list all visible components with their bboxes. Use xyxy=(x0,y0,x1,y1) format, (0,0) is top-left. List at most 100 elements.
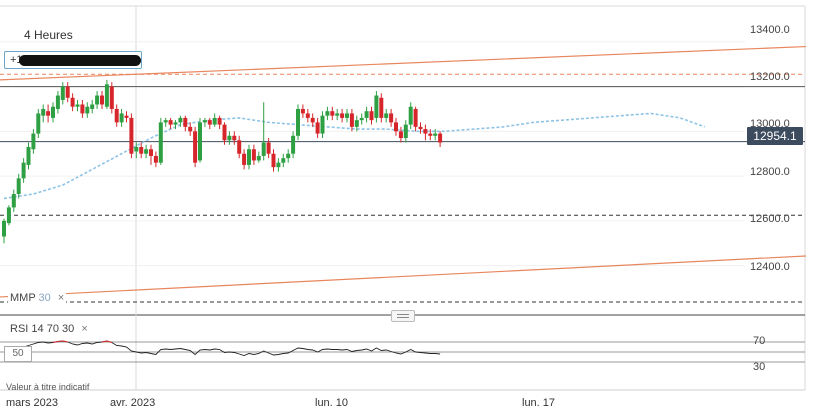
candle-down xyxy=(114,108,119,123)
candle-down xyxy=(266,142,271,154)
rsi-overbought-segment xyxy=(101,340,107,343)
candle-down xyxy=(340,113,345,118)
candle-down xyxy=(149,149,153,156)
candle-down xyxy=(389,113,394,123)
candle-down xyxy=(80,104,85,114)
rsi-upper-level-label: 70 xyxy=(753,335,766,347)
y-axis-label: 13200.0 xyxy=(750,71,790,83)
candle-up xyxy=(286,153,291,159)
timeframe-label: 4 Heures xyxy=(24,28,73,42)
indicative-value-note: Valeur à titre indicatif xyxy=(6,382,90,392)
rsi-indicator-label[interactable]: RSI 14 70 30 × xyxy=(8,323,90,335)
candle-up xyxy=(2,220,6,237)
candle-up xyxy=(325,111,330,116)
candle-down xyxy=(168,120,173,125)
candle-up xyxy=(354,120,359,127)
rsi-period: 14 xyxy=(31,323,44,335)
rsi-panel xyxy=(0,340,805,363)
candle-up xyxy=(16,178,21,194)
candle-up xyxy=(403,124,408,139)
candle-up xyxy=(163,120,168,123)
candle-up xyxy=(291,135,296,154)
candle-down xyxy=(70,97,75,107)
candle-up xyxy=(31,133,36,150)
candle-up xyxy=(158,122,163,163)
x-axis-label: lun. 10 xyxy=(315,397,349,409)
candle-up xyxy=(60,86,65,100)
remove-mmp-icon[interactable]: × xyxy=(57,292,65,304)
mmp-name: MMP xyxy=(10,292,36,304)
candle-up xyxy=(104,84,109,107)
candle-down xyxy=(217,117,222,125)
candle-down xyxy=(65,86,70,98)
rsi-mid-level-box: 50 xyxy=(4,346,32,362)
rsi-name: RSI xyxy=(10,323,29,335)
candle-down xyxy=(237,140,242,154)
candle-up xyxy=(384,113,389,118)
candle-up xyxy=(374,95,379,118)
candle-up xyxy=(198,122,202,161)
candle-down xyxy=(423,129,428,134)
candle-down xyxy=(300,108,305,114)
candle-up xyxy=(212,117,217,125)
candle-down xyxy=(315,122,320,134)
mmp-indicator-label[interactable]: MMP 30 × xyxy=(8,292,67,304)
candle-up xyxy=(41,108,46,116)
open-position-box[interactable]: +1 xyxy=(4,51,142,69)
candle-down xyxy=(305,113,310,118)
rsi-overbought-segment xyxy=(106,340,112,343)
candle-up xyxy=(134,147,139,152)
candle-up xyxy=(11,194,16,208)
candle-down xyxy=(330,111,335,116)
rsi-lower: 30 xyxy=(62,323,75,335)
trendline xyxy=(0,45,807,81)
candle-up xyxy=(51,106,55,118)
trendline xyxy=(0,255,807,298)
candle-down xyxy=(242,153,247,165)
candle-down xyxy=(183,117,188,127)
candle-up xyxy=(433,133,438,136)
candle-down xyxy=(109,86,114,109)
moving-average-line xyxy=(3,112,705,200)
candle-down xyxy=(394,122,398,132)
candle-up xyxy=(256,155,261,161)
rsi-overbought-segment xyxy=(52,341,58,343)
y-axis-label: 12600.0 xyxy=(750,213,790,225)
candle-up xyxy=(95,95,100,105)
candle-up xyxy=(359,117,364,121)
candle-up xyxy=(178,117,183,123)
rsi-overbought-segment xyxy=(62,340,68,343)
candle-up xyxy=(173,122,178,125)
y-axis-label: 13400.0 xyxy=(750,24,790,36)
candle-up xyxy=(144,149,149,154)
candle-up xyxy=(202,120,207,123)
trendlines[interactable] xyxy=(0,45,807,298)
candle-up xyxy=(276,162,281,168)
panel-resize-handle[interactable] xyxy=(391,310,415,322)
redacted-position-details xyxy=(19,55,141,66)
rsi-upper: 70 xyxy=(46,323,59,335)
candle-down xyxy=(271,153,276,168)
candle-up xyxy=(21,162,26,179)
candle-up xyxy=(320,115,325,134)
candle-down xyxy=(222,124,227,141)
y-axis-label: 12800.0 xyxy=(750,166,790,178)
candle-up xyxy=(119,113,124,123)
candle-down xyxy=(232,135,237,141)
x-axis-label: lun. 17 xyxy=(522,397,556,409)
rsi-overbought-segment xyxy=(57,340,63,342)
candle-up xyxy=(36,113,41,134)
candle-up xyxy=(296,108,300,136)
candle-down xyxy=(413,108,418,127)
candle-up xyxy=(261,142,266,156)
candle-up xyxy=(408,106,413,125)
remove-rsi-icon[interactable]: × xyxy=(81,323,88,335)
candle-down xyxy=(193,131,198,163)
candle-down xyxy=(188,126,193,132)
candle-down xyxy=(418,126,423,130)
candle-up xyxy=(90,104,95,109)
x-axis-label: mars 2023 xyxy=(6,397,58,409)
candle-up xyxy=(227,135,232,141)
